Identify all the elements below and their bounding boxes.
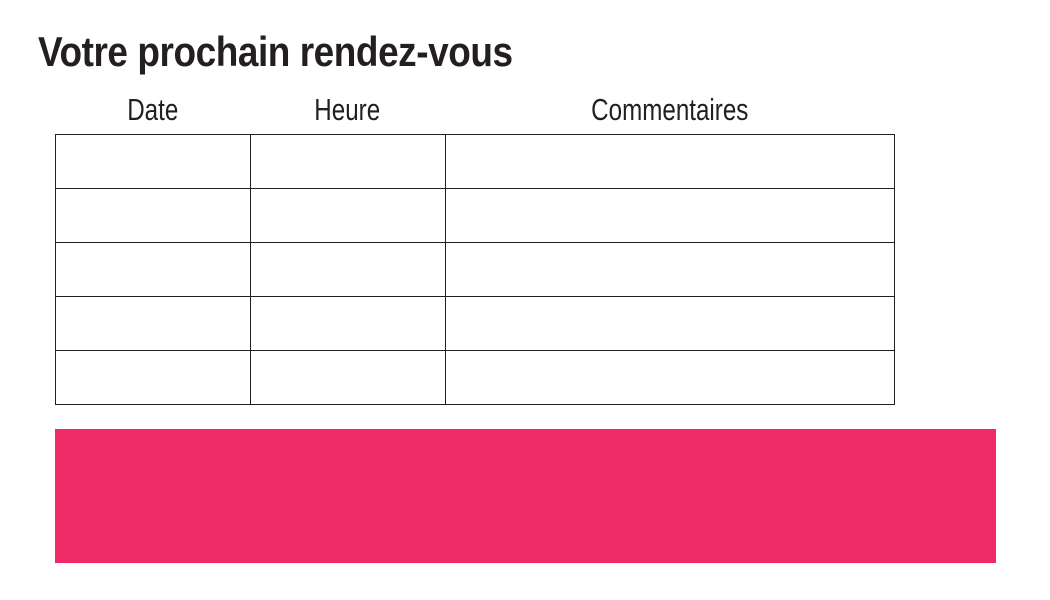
- table-cell: [250, 296, 446, 351]
- table-cell: [445, 242, 895, 297]
- table-cell: [250, 134, 446, 189]
- table-cell: [250, 350, 446, 405]
- table-cell: [55, 242, 251, 297]
- appointments-table: [55, 134, 895, 405]
- appointments-table-body: [55, 134, 895, 405]
- table-cell: [55, 188, 251, 243]
- column-header-date: Date: [55, 90, 250, 130]
- column-header-date-label: Date: [126, 92, 179, 127]
- table-cell: [55, 134, 251, 189]
- table-row: [55, 350, 895, 405]
- page-title: Votre prochain rendez-vous: [38, 28, 513, 75]
- column-header-heure: Heure: [250, 90, 445, 130]
- table-cell: [445, 296, 895, 351]
- column-header-commentaires-label: Commentaires: [590, 92, 749, 127]
- table-cell: [445, 188, 895, 243]
- table-row: [55, 242, 895, 297]
- table-cell: [250, 242, 446, 297]
- pink-banner: [55, 429, 996, 563]
- table-cell: [445, 350, 895, 405]
- table-cell: [55, 350, 251, 405]
- column-header-commentaires: Commentaires: [445, 90, 894, 130]
- table-row: [55, 188, 895, 243]
- table-column-headers: Date Heure Commentaires: [55, 90, 894, 130]
- table-row: [55, 296, 895, 351]
- column-header-heure-label: Heure: [314, 92, 381, 127]
- table-cell: [250, 188, 446, 243]
- table-row: [55, 134, 895, 189]
- table-cell: [55, 296, 251, 351]
- table-cell: [445, 134, 895, 189]
